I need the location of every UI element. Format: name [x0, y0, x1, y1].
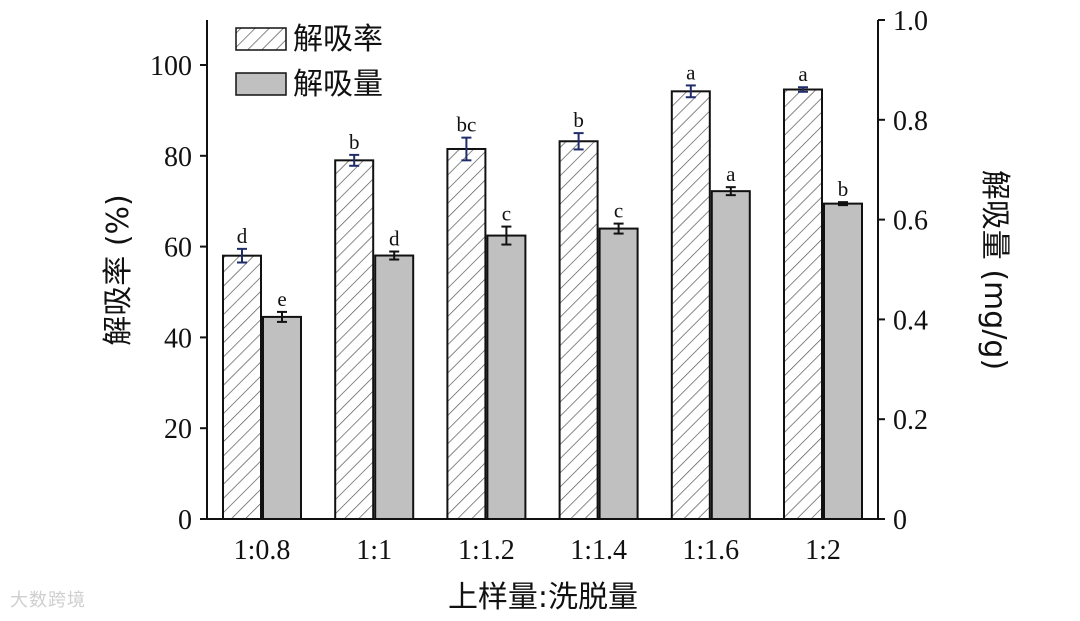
bar-desorption-rate [222, 254, 262, 520]
significance-label: d [237, 224, 248, 248]
significance-label: c [502, 202, 511, 226]
left-tick-label: 80 [164, 142, 192, 173]
error-bar [798, 86, 808, 93]
significance-label: d [389, 227, 400, 251]
bar-desorption-rate [334, 159, 375, 520]
watermark: 大数跨境 [10, 590, 86, 611]
bar-desorption-amount [598, 227, 639, 520]
error-bar [277, 310, 287, 323]
significance-label: c [614, 199, 623, 223]
significance-label: b [349, 130, 360, 154]
bar-desorption-amount [710, 190, 751, 520]
left-tick-label: 60 [164, 233, 192, 264]
x-tick-label: 1:1.6 [682, 535, 739, 566]
legend: 解吸率 解吸量 [235, 22, 383, 102]
right-tick-label: 0.4 [893, 305, 928, 336]
left-y-axis-title: 解吸率 (%) [101, 194, 136, 345]
x-tick-label: 1:1 [356, 535, 392, 566]
bar-desorption-rate [558, 140, 599, 520]
error-bar [461, 136, 472, 162]
bar-desorption-rate [670, 90, 711, 520]
significance-label: e [277, 287, 286, 311]
error-bar [613, 222, 624, 235]
error-bar [389, 250, 400, 261]
significance-label: a [726, 162, 736, 186]
right-tick-label: 0 [893, 505, 907, 536]
error-bar [573, 132, 584, 151]
error-bar [838, 201, 848, 207]
bar-desorption-amount [262, 315, 302, 520]
error-bar [349, 153, 360, 167]
left-tick-label: 0 [178, 505, 192, 536]
right-tick-label: 0.6 [893, 206, 928, 237]
left-tick-label: 20 [164, 414, 192, 445]
right-y-ticks: 0 0.2 0.4 0.6 0.8 1.0 [878, 6, 928, 536]
left-y-ticks: 0 20 40 60 80 100 [150, 51, 207, 536]
bar-desorption-amount [374, 254, 415, 520]
error-bar [685, 84, 696, 99]
right-y-axis-title: 解吸量 (mg/g) [977, 170, 1012, 370]
bar-desorption-rate [446, 147, 487, 521]
legend-label-desorption-rate: 解吸率 [293, 22, 383, 57]
legend-swatch-desorption-rate [235, 27, 287, 51]
x-tick-label: 1:0.8 [234, 535, 291, 566]
right-tick-label: 0.2 [893, 405, 928, 436]
right-tick-label: 1.0 [893, 6, 928, 37]
bar-desorption-rate [783, 88, 823, 521]
x-tick-label: 1:2 [805, 535, 841, 566]
x-tick-label: 1:1.2 [458, 535, 515, 566]
error-bar [725, 186, 736, 197]
x-axis-title: 上样量:洗脱量 [448, 580, 638, 615]
right-tick-label: 0.8 [893, 106, 928, 137]
left-tick-label: 100 [150, 51, 192, 82]
significance-label: b [573, 108, 584, 132]
significance-label: b [838, 177, 849, 201]
error-bar [501, 225, 512, 246]
x-tick-label: 1:1.4 [570, 535, 627, 566]
bar-desorption-amount [486, 234, 527, 520]
x-ticks: 1:0.8 1:1 1:1.2 1:1.4 1:1.6 1:2 [234, 535, 841, 566]
left-tick-label: 40 [164, 323, 192, 354]
significance-label: bc [456, 113, 476, 137]
bar-desorption-amount [823, 202, 863, 521]
significance-label: a [686, 60, 696, 84]
significance-label: a [798, 62, 808, 86]
error-bar [237, 247, 247, 264]
plot-frame [206, 20, 879, 520]
legend-label-desorption-amount: 解吸量 [293, 67, 383, 102]
legend-swatch-desorption-amount [235, 72, 287, 96]
